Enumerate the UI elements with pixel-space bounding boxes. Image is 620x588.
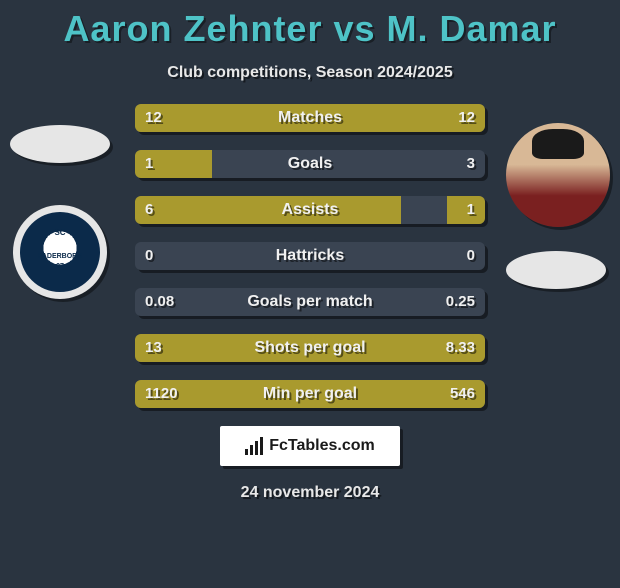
stat-value-right: 0.25 <box>446 288 475 316</box>
brand-text: FcTables.com <box>269 437 375 455</box>
player-right-column <box>506 123 610 289</box>
page-title: Aaron Zehnter vs M. Damar <box>0 8 620 50</box>
brand-chart-icon <box>245 437 263 455</box>
stat-row: Assists6 1 <box>135 196 485 224</box>
stat-row: Goals1 3 <box>135 150 485 178</box>
stat-label: Matches <box>135 104 485 132</box>
player-left-column: 07 <box>10 123 110 299</box>
club-right-placeholder <box>506 251 606 289</box>
brand-badge[interactable]: FcTables.com <box>220 426 400 466</box>
stat-value-left: 12 <box>145 104 162 132</box>
player-right-photo <box>506 123 610 227</box>
stat-value-right: 0 <box>467 242 475 270</box>
stat-row: Matches12 12 <box>135 104 485 132</box>
stat-label: Shots per goal <box>135 334 485 362</box>
stat-value-left: 1 <box>145 150 153 178</box>
player-left-placeholder <box>10 125 110 163</box>
stat-value-right: 8.33 <box>446 334 475 362</box>
stat-value-left: 0 <box>145 242 153 270</box>
stat-label: Min per goal <box>135 380 485 408</box>
stat-value-right: 1 <box>467 196 475 224</box>
stat-value-left: 0.08 <box>145 288 174 316</box>
stat-value-right: 546 <box>450 380 475 408</box>
stat-row: Goals per match0.08 0.25 <box>135 288 485 316</box>
stat-row: Hattricks0 0 <box>135 242 485 270</box>
stat-label: Goals per match <box>135 288 485 316</box>
stat-value-right: 3 <box>467 150 475 178</box>
club-left-logo: 07 <box>13 205 107 299</box>
paderborn-badge: 07 <box>20 212 100 292</box>
stat-value-left: 1120 <box>145 380 178 408</box>
date-label: 24 november 2024 <box>0 484 620 502</box>
stat-row: Min per goal1120 546 <box>135 380 485 408</box>
stat-value-left: 6 <box>145 196 153 224</box>
stat-value-left: 13 <box>145 334 162 362</box>
stat-label: Goals <box>135 150 485 178</box>
subtitle: Club competitions, Season 2024/2025 <box>0 64 620 82</box>
stat-label: Assists <box>135 196 485 224</box>
stat-row: Shots per goal13 8.33 <box>135 334 485 362</box>
stats-container: Matches1212Goals13Assists61Hattricks00Go… <box>135 104 485 408</box>
stat-value-right: 12 <box>458 104 475 132</box>
stat-label: Hattricks <box>135 242 485 270</box>
